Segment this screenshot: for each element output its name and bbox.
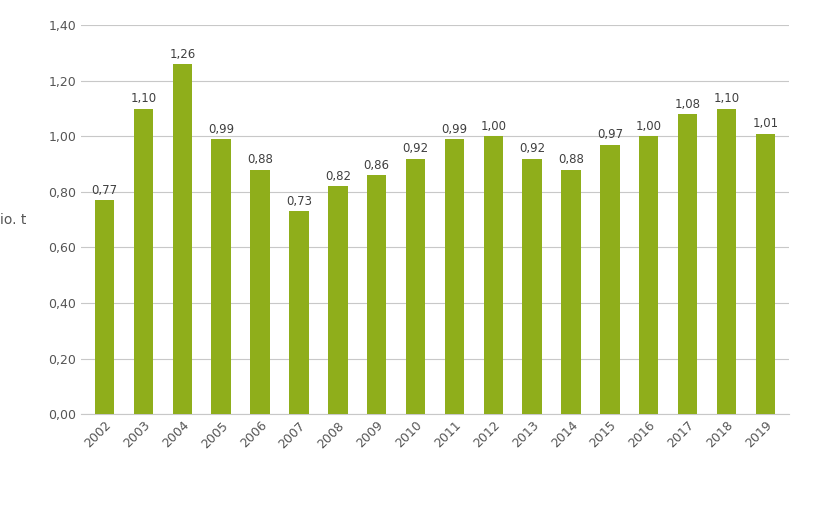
Text: 0,99: 0,99 — [208, 123, 234, 136]
Bar — [678, 114, 698, 414]
Text: 1,08: 1,08 — [675, 98, 701, 111]
Bar — [172, 64, 192, 414]
Bar — [561, 170, 580, 414]
Text: 0,77: 0,77 — [92, 184, 118, 197]
Text: 0,88: 0,88 — [558, 154, 584, 166]
Bar — [95, 200, 115, 414]
Text: 0,82: 0,82 — [325, 170, 350, 183]
Bar — [406, 159, 425, 414]
Bar — [250, 170, 270, 414]
Text: 1,00: 1,00 — [636, 120, 662, 133]
Bar — [445, 139, 464, 414]
Bar — [328, 186, 347, 414]
Text: 1,26: 1,26 — [169, 48, 195, 61]
Bar — [523, 159, 541, 414]
Text: 1,01: 1,01 — [752, 117, 778, 130]
Bar — [211, 139, 231, 414]
Text: 0,99: 0,99 — [441, 123, 467, 136]
Y-axis label: Mio. t: Mio. t — [0, 213, 26, 227]
Text: 0,73: 0,73 — [286, 195, 312, 208]
Bar — [717, 109, 736, 414]
Bar — [289, 212, 309, 414]
Bar — [755, 134, 775, 414]
Bar — [134, 109, 153, 414]
Bar — [600, 144, 620, 414]
Bar — [367, 175, 386, 414]
Bar — [484, 136, 503, 414]
Text: 1,00: 1,00 — [480, 120, 506, 133]
Text: 0,92: 0,92 — [402, 142, 428, 155]
Text: 1,10: 1,10 — [130, 92, 157, 105]
Bar — [639, 136, 659, 414]
Text: 0,97: 0,97 — [597, 128, 623, 141]
Text: 0,92: 0,92 — [519, 142, 546, 155]
Text: 1,10: 1,10 — [713, 92, 740, 105]
Text: 0,86: 0,86 — [363, 159, 389, 172]
Text: 0,88: 0,88 — [247, 154, 273, 166]
